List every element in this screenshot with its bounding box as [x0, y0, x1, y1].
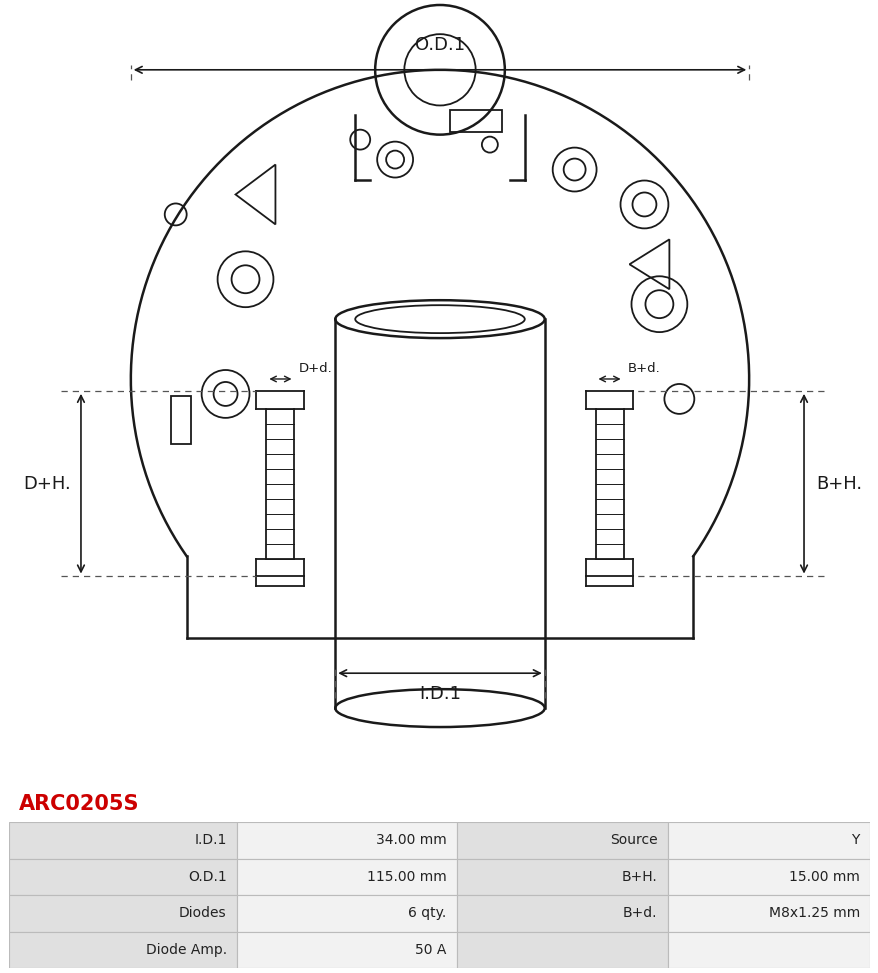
Text: B+H.: B+H.: [815, 475, 861, 492]
Text: Y: Y: [851, 834, 859, 847]
Text: 115.00 mm: 115.00 mm: [366, 870, 446, 883]
Bar: [457, 895, 667, 932]
Bar: [9, 895, 237, 932]
Text: D+d.: D+d.: [298, 362, 332, 375]
Text: B+H.: B+H.: [621, 870, 657, 883]
Text: Diodes: Diodes: [179, 907, 227, 920]
Text: B+d.: B+d.: [623, 907, 657, 920]
Text: I.D.1: I.D.1: [419, 685, 460, 703]
Bar: [9, 822, 237, 859]
Bar: [667, 822, 869, 859]
Bar: [457, 932, 667, 968]
Text: 50 A: 50 A: [414, 943, 446, 956]
Bar: [667, 895, 869, 932]
Bar: [9, 932, 237, 968]
Text: O.D.1: O.D.1: [188, 870, 227, 883]
Text: O.D.1: O.D.1: [414, 36, 464, 54]
Text: 15.00 mm: 15.00 mm: [788, 870, 859, 883]
Text: Source: Source: [609, 834, 657, 847]
Bar: [237, 895, 457, 932]
Text: Diode Amp.: Diode Amp.: [146, 943, 227, 956]
Bar: [9, 859, 237, 895]
Text: M8x1.25 mm: M8x1.25 mm: [767, 907, 859, 920]
Text: 34.00 mm: 34.00 mm: [375, 834, 446, 847]
Bar: [667, 859, 869, 895]
Bar: [237, 932, 457, 968]
Bar: [667, 932, 869, 968]
Text: 6 qty.: 6 qty.: [407, 907, 446, 920]
Bar: [237, 859, 457, 895]
Text: B+d.: B+d.: [627, 362, 659, 375]
Bar: [237, 822, 457, 859]
Text: ARC0205S: ARC0205S: [19, 794, 140, 813]
Bar: [457, 822, 667, 859]
Bar: [457, 859, 667, 895]
Text: D+H.: D+H.: [23, 475, 71, 492]
Text: I.D.1: I.D.1: [194, 834, 227, 847]
